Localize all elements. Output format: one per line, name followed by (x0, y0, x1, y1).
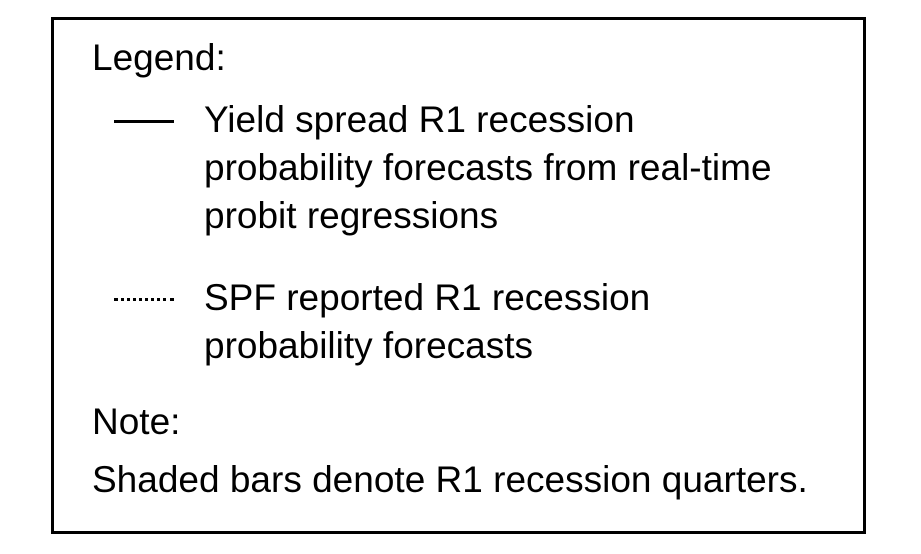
legend-heading: Legend: (92, 37, 226, 78)
legend-entry-2-line-2: probability forecasts (204, 325, 534, 366)
note-heading: Note: (92, 401, 181, 442)
legend-entry-2-line-1: SPF reported R1 recession (204, 277, 651, 318)
legend-entry-1-line-1: Yield spread R1 recession (204, 99, 635, 140)
legend-panel: Legend: Yield spread R1 recession probab… (51, 17, 866, 534)
legend-swatch-dotted-line (114, 298, 174, 301)
legend-entry-1-line-2: probability forecasts from real-time (204, 147, 772, 188)
legend-entry-spf: SPF reported R1 recession probability fo… (204, 274, 844, 370)
legend-entry-1-line-3: probit regressions (204, 195, 499, 236)
legend-swatch-solid-line (114, 120, 174, 123)
note-text: Shaded bars denote R1 recession quarters… (92, 459, 808, 500)
legend-entry-yield-spread: Yield spread R1 recession probability fo… (204, 96, 844, 240)
